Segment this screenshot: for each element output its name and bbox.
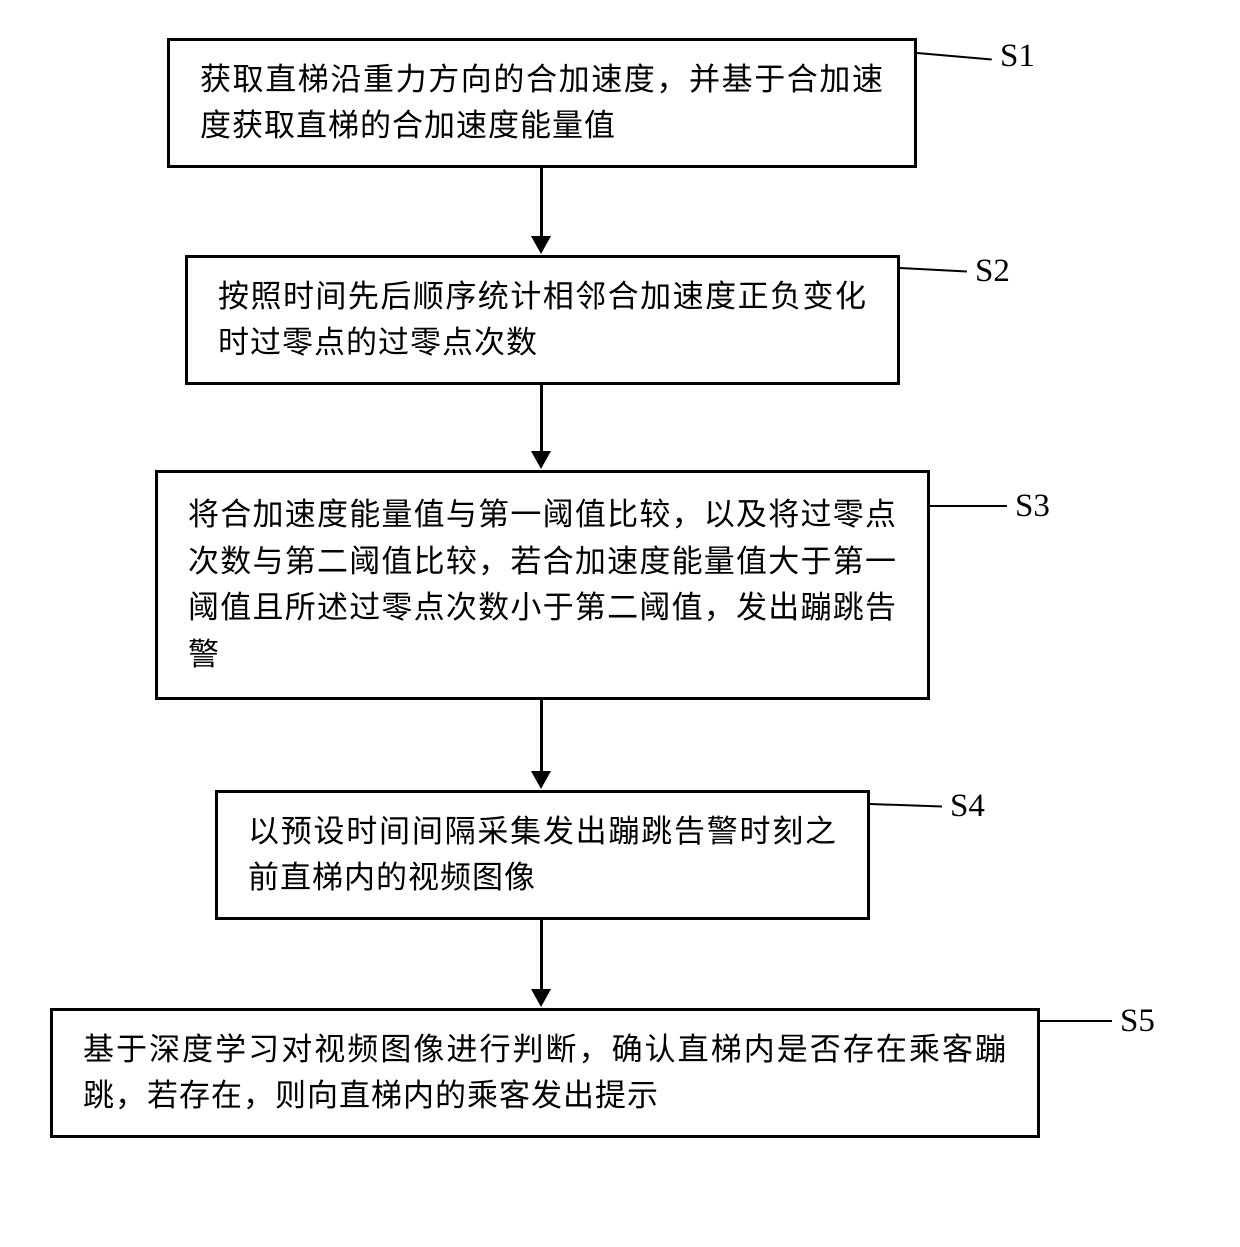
flow-step-s5: 基于深度学习对视频图像进行判断，确认直梯内是否存在乘客蹦跳，若存在，则向直梯内的…: [50, 1008, 1040, 1138]
step-label-s5: S5: [1120, 1003, 1155, 1040]
arrow-head-s4-s5: [531, 989, 551, 1007]
label-connector-s4: [870, 803, 942, 808]
flow-step-s3-text: 将合加速度能量值与第一阈值比较，以及将过零点次数与第二阈值比较，若合加速度能量值…: [188, 492, 897, 678]
label-connector-s3: [930, 505, 1007, 507]
flow-step-s1: 获取直梯沿重力方向的合加速度，并基于合加速度获取直梯的合加速度能量值: [167, 38, 917, 168]
arrow-s1-s2: [540, 168, 543, 238]
flow-step-s5-text: 基于深度学习对视频图像进行判断，确认直梯内是否存在乘客蹦跳，若存在，则向直梯内的…: [83, 1027, 1007, 1120]
step-label-s1: S1: [1000, 38, 1035, 75]
flow-step-s4: 以预设时间间隔采集发出蹦跳告警时刻之前直梯内的视频图像: [215, 790, 870, 920]
arrow-s3-s4: [540, 700, 543, 773]
arrow-head-s1-s2: [531, 236, 551, 254]
label-connector-s1: [917, 52, 992, 61]
flow-step-s3: 将合加速度能量值与第一阈值比较，以及将过零点次数与第二阈值比较，若合加速度能量值…: [155, 470, 930, 700]
flowchart-container: 获取直梯沿重力方向的合加速度，并基于合加速度获取直梯的合加速度能量值 S1 按照…: [0, 0, 1240, 1247]
flow-step-s2-text: 按照时间先后顺序统计相邻合加速度正负变化时过零点的过零点次数: [218, 274, 867, 367]
step-label-s3: S3: [1015, 488, 1050, 525]
flow-step-s4-text: 以预设时间间隔采集发出蹦跳告警时刻之前直梯内的视频图像: [248, 809, 837, 902]
step-label-s2: S2: [975, 253, 1010, 290]
flow-step-s1-text: 获取直梯沿重力方向的合加速度，并基于合加速度获取直梯的合加速度能量值: [200, 57, 884, 150]
label-connector-s2: [900, 267, 967, 273]
arrow-head-s3-s4: [531, 771, 551, 789]
arrow-s4-s5: [540, 920, 543, 991]
arrow-head-s2-s3: [531, 451, 551, 469]
arrow-s2-s3: [540, 385, 543, 453]
flow-step-s2: 按照时间先后顺序统计相邻合加速度正负变化时过零点的过零点次数: [185, 255, 900, 385]
step-label-s4: S4: [950, 788, 985, 825]
label-connector-s5: [1040, 1020, 1112, 1022]
